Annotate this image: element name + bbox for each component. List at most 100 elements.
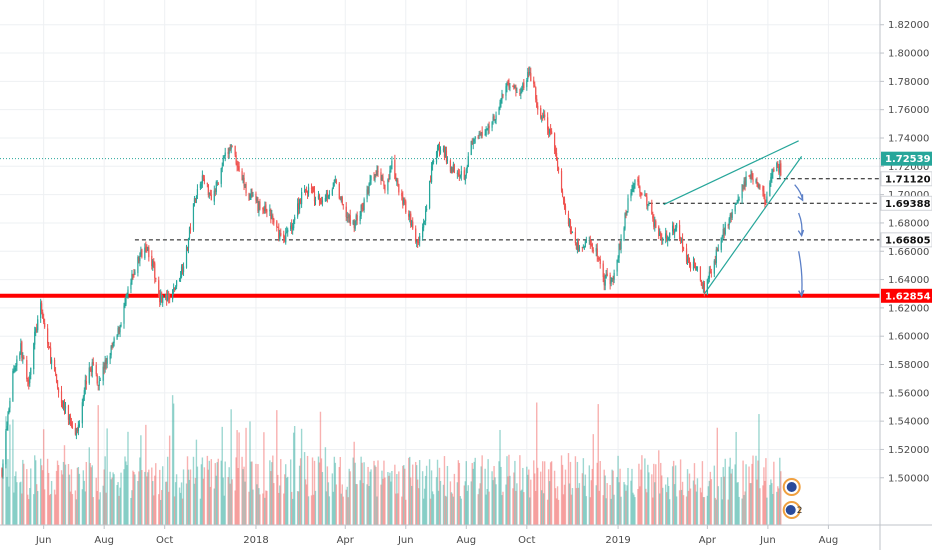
candle-body [449, 160, 452, 172]
candle-body [688, 260, 691, 264]
volume-bar [300, 428, 303, 525]
volume-bar [172, 403, 175, 525]
candle-body [442, 148, 445, 151]
volume-bar [303, 452, 306, 525]
date-tick-label: Apr [699, 535, 717, 546]
candle-body [14, 368, 16, 371]
volume-bar [717, 486, 719, 525]
event-flag-icon[interactable]: 2 [782, 501, 803, 519]
candle-body [228, 148, 230, 154]
candle-body [439, 150, 442, 154]
candle-body [116, 335, 118, 340]
candle-body [102, 366, 104, 381]
candle-body [715, 249, 717, 264]
candle-body [376, 170, 378, 176]
event-flag-icon[interactable] [782, 478, 801, 496]
candle-body [181, 267, 184, 271]
volume-bar [85, 461, 88, 525]
volume-bar [293, 426, 296, 525]
candle-body [521, 88, 523, 92]
candle-body [61, 403, 64, 406]
candle-body [360, 205, 362, 217]
volume-bar [678, 490, 681, 525]
candle-body [723, 229, 725, 235]
level-price-badge-border [880, 195, 932, 211]
volume-bar [104, 456, 106, 525]
candle-body [356, 215, 358, 221]
volume-bar [418, 460, 421, 525]
volume-bar [459, 496, 462, 525]
candle-body [553, 133, 556, 151]
candle-body [78, 423, 80, 427]
volume-bar [67, 463, 70, 525]
candle-body [123, 305, 125, 324]
candle-body [304, 189, 307, 191]
volume-bar [257, 464, 259, 525]
down-arrow-icon[interactable] [798, 251, 803, 296]
volume-bar [185, 483, 188, 525]
volume-bar [179, 492, 182, 525]
volume-bar [521, 489, 523, 525]
volume-bar [166, 456, 169, 525]
volume-bar [769, 484, 771, 525]
candle-body [495, 115, 497, 120]
volume-bar [341, 484, 343, 525]
volume-bar [97, 405, 99, 525]
wedge-upper-line[interactable] [663, 140, 799, 206]
candle-body [457, 172, 459, 175]
candle-body [341, 196, 343, 204]
volume-bar [383, 460, 385, 525]
volume-bar [158, 494, 160, 525]
candle-body [680, 239, 683, 241]
volume-bar [477, 494, 479, 525]
volume-bar [604, 475, 606, 525]
candle-body [132, 273, 134, 276]
volume-bar [778, 488, 780, 525]
volume-bar [20, 481, 22, 525]
volume-bar [138, 471, 140, 525]
volume-bar [729, 457, 731, 525]
volume-bar [359, 480, 361, 525]
volume-bar [542, 493, 545, 525]
wedge-lower-line[interactable] [703, 156, 803, 295]
candle-body [452, 164, 454, 172]
volume-bar [548, 481, 551, 525]
volume-bar [56, 460, 59, 525]
volume-bar [95, 477, 97, 525]
volume-bar [492, 480, 494, 525]
volume-bar [174, 482, 177, 525]
volume-bar [541, 461, 544, 525]
volume-bar [667, 485, 670, 525]
candle-body [575, 243, 578, 250]
candle-body [597, 258, 599, 260]
volume-bar [702, 497, 705, 525]
candle-body [699, 266, 702, 281]
candle-body [682, 247, 685, 249]
volume-bar [387, 471, 389, 525]
volume-bar [569, 461, 572, 525]
candle-body [34, 331, 36, 345]
volume-bar [15, 471, 17, 525]
candle-body [111, 345, 113, 348]
candle-body [178, 280, 181, 282]
volume-bar [630, 480, 632, 525]
volume-bar [333, 456, 336, 525]
price-tick-label: 1.62000 [888, 303, 929, 314]
volume-bar [449, 481, 452, 525]
volume-bar [595, 485, 597, 525]
volume-bar [278, 492, 280, 525]
level-price-badge: 1.71120 [885, 174, 931, 185]
volume-bar [116, 484, 118, 525]
candle-body [220, 168, 222, 184]
candle-body [613, 272, 615, 280]
volume-bar [397, 493, 399, 525]
candle-body [369, 179, 371, 184]
volume-bar [290, 491, 293, 525]
candle-body [561, 191, 564, 196]
candle-body [134, 271, 136, 275]
candle-body [55, 374, 58, 382]
current-price-badge-bg [881, 151, 932, 166]
volume-bar [6, 476, 8, 525]
